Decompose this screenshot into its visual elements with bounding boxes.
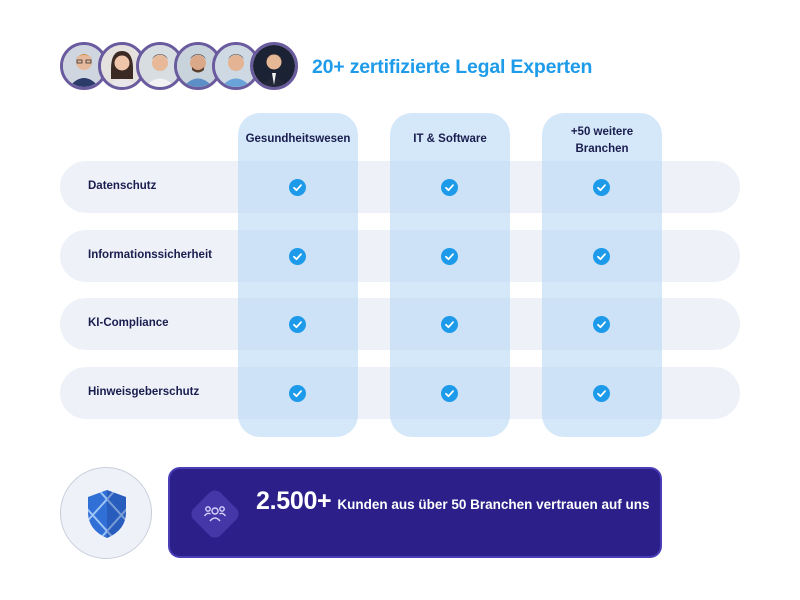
- banner-caption: Kunden aus über 50 Branchen vertrauen au…: [337, 497, 650, 512]
- row-label-ki-compliance: KI-Compliance: [88, 317, 169, 329]
- headline: 20+ zertifizierte Legal Experten: [312, 56, 593, 78]
- check-icon: [288, 315, 306, 333]
- row-label-datenschutz: Datenschutz: [88, 180, 157, 192]
- customer-count: 2.500+: [256, 487, 332, 515]
- check-icon: [288, 247, 306, 265]
- shield-badge: [60, 467, 152, 559]
- check-icon: [592, 247, 610, 265]
- row-label-hinweisgeberschutz: Hinweisgeberschutz: [88, 386, 200, 398]
- check-icon: [440, 384, 458, 402]
- check-icon: [440, 178, 458, 196]
- banner-text: 2.500+ Kunden aus über 50 Branchen vertra…: [256, 489, 651, 517]
- avatar: [60, 42, 108, 90]
- person-avatar-icon: [63, 45, 105, 87]
- column-header-it-software: IT & Software: [413, 133, 487, 145]
- check-icon: [440, 315, 458, 333]
- check-icon: [592, 178, 610, 196]
- person-avatar-icon: [253, 45, 295, 87]
- avatar: [250, 42, 298, 90]
- check-icon: [288, 384, 306, 402]
- column-band: [542, 113, 662, 437]
- check-icon: [592, 315, 610, 333]
- column-header-more-industries: +50 weitere Branchen: [570, 126, 634, 155]
- customers-banner: 2.500+ Kunden aus über 50 Branchen vertra…: [168, 467, 662, 558]
- row-label-informationssicherheit: Informationssicherheit: [88, 249, 212, 261]
- check-icon: [440, 247, 458, 265]
- column-band: [238, 113, 358, 437]
- users-group-icon: [188, 487, 242, 541]
- shield-icon: [88, 490, 126, 538]
- check-icon: [592, 384, 610, 402]
- check-icon: [288, 178, 306, 196]
- column-band: [390, 113, 510, 437]
- column-header-healthcare: Gesundheitswesen: [245, 133, 351, 145]
- person-avatar-icon: [101, 45, 143, 87]
